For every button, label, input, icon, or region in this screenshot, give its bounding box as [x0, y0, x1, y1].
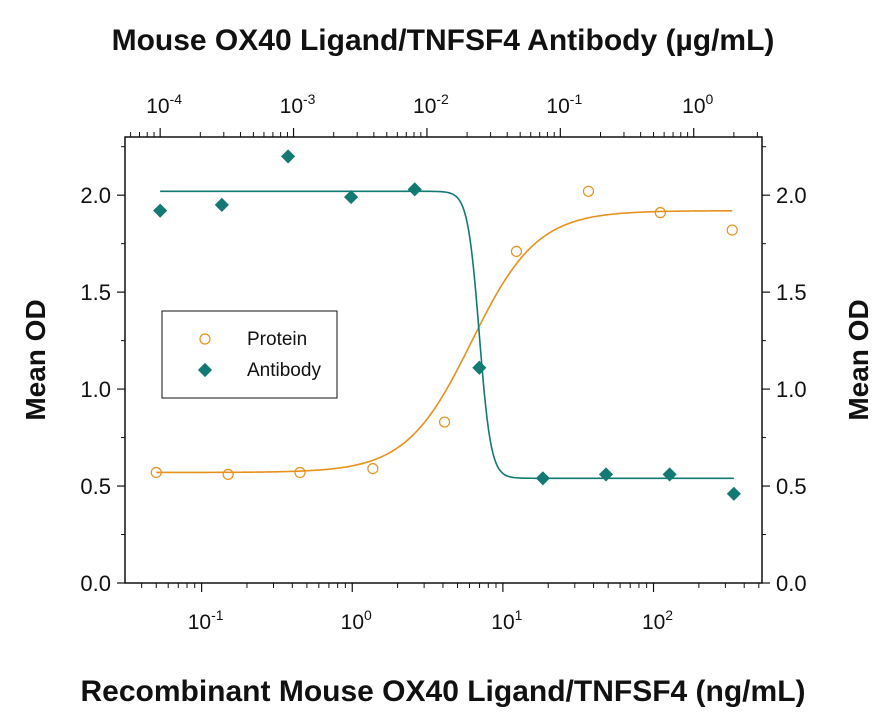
y-tick-label-right: 0.5: [776, 474, 807, 499]
antibody-point: [344, 190, 359, 205]
y-tick-label-left: 2.0: [80, 183, 111, 208]
x-axis-label: Recombinant Mouse OX40 Ligand/TNFSF4 (ng…: [80, 675, 805, 708]
y-tick-label-right: 1.0: [776, 377, 807, 402]
x-top-tick-label: 10-2: [413, 91, 449, 118]
protein-point: [582, 185, 595, 197]
y-axis-label-right: Mean OD: [843, 299, 874, 420]
fit-curve-antibody: [160, 190, 734, 480]
protein-point: [438, 416, 451, 428]
legend-protein-marker: [199, 333, 211, 345]
legend-box: [161, 310, 338, 399]
x-bottom-tick-label: 100: [341, 607, 372, 634]
x-bottom-tick-label: 10-1: [188, 607, 224, 634]
antibody-point: [281, 149, 296, 164]
legend-protein-label: Protein: [247, 329, 307, 350]
fit-curves: [156, 190, 734, 480]
chart-title: Mouse OX40 Ligand/TNFSF4 Antibody (µg/mL…: [112, 24, 775, 57]
axes: 0.0 0.0 0.5 0.5 1.0 1.0 1.5 1.5 2.0 2.0 10-1 100 101…: [80, 91, 806, 634]
x-bottom-tick-label: 102: [642, 607, 673, 634]
antibody-point: [598, 467, 614, 482]
protein-point: [222, 468, 234, 481]
protein-point: [150, 466, 162, 479]
protein-point: [367, 462, 379, 475]
legend: Protein Antibody: [161, 310, 338, 399]
antibody-point: [535, 471, 550, 486]
antibody-point: [662, 467, 677, 482]
legend-antibody-marker: [197, 362, 213, 378]
y-tick-label-left: 0.0: [80, 571, 111, 596]
y-tick-label-right: 1.5: [776, 280, 807, 305]
fit-curve-protein: [156, 209, 733, 474]
x-bottom-tick-label: 101: [491, 607, 522, 634]
y-tick-label-right: 0.0: [776, 571, 807, 596]
x-top-tick-label: 100: [682, 91, 713, 118]
x-top-tick-label: 10-3: [280, 91, 316, 118]
antibody-point: [726, 486, 741, 501]
y-tick-label-left: 1.0: [80, 377, 111, 402]
y-tick-label-left: 0.5: [80, 474, 111, 499]
protein-point: [654, 207, 666, 219]
y-tick-label-right: 2.0: [776, 183, 807, 208]
protein-point: [726, 224, 738, 236]
x-top-tick-label: 10-4: [146, 91, 182, 118]
protein-point: [294, 466, 306, 479]
x-top-tick-label: 10-1: [546, 91, 582, 118]
antibody-point: [472, 360, 487, 375]
protein-point: [510, 245, 523, 258]
plot-frame: [124, 136, 763, 584]
y-tick-label-left: 1.5: [80, 280, 111, 305]
antibody-point: [214, 197, 229, 212]
antibody-point: [407, 182, 422, 197]
antibody-point: [153, 203, 168, 218]
y-axis-label-left: Mean OD: [20, 299, 51, 420]
legend-antibody-label: Antibody: [247, 360, 321, 381]
